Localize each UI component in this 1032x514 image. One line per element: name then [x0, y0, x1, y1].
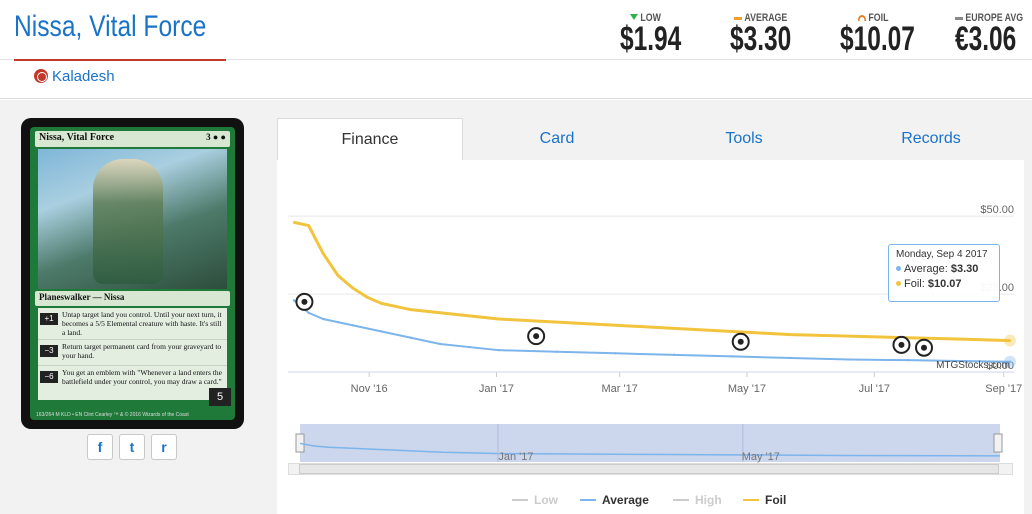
- set-name: Kaladesh: [52, 68, 115, 85]
- dash-icon: [734, 16, 742, 20]
- loyalty-cost: +1: [40, 313, 58, 325]
- card-image[interactable]: Nissa, Vital Force 3 ● ● Planeswalker — …: [21, 118, 244, 429]
- legend-swatch: [743, 499, 759, 501]
- page-title: Nissa, Vital Force: [14, 10, 207, 43]
- legend-swatch: [580, 499, 596, 501]
- twitter-icon: t: [129, 439, 135, 455]
- price-low-value: $1.94: [620, 20, 682, 58]
- navigator-scroll-thumb[interactable]: [299, 464, 999, 474]
- tooltip-foil-row: Foil: $10.07: [896, 278, 992, 290]
- navigator-scrollbar[interactable]: [288, 463, 1013, 475]
- reddit-share-button[interactable]: r: [151, 434, 177, 460]
- tab-bar: Finance Card Tools Records: [277, 118, 1024, 160]
- set-bar: Kaladesh: [0, 61, 1032, 99]
- tooltip-date: Monday, Sep 4 2017: [896, 249, 988, 260]
- legend-swatch: [673, 499, 689, 501]
- legend-low[interactable]: Low: [512, 493, 558, 507]
- finance-panel: [277, 160, 1024, 514]
- tooltip-average-row: Average: $3.30: [896, 263, 992, 275]
- price-average-value: $3.30: [730, 20, 792, 58]
- mana-cost: 3 ● ●: [206, 132, 226, 142]
- card-text-box: +1 Untap target land you control. Until …: [38, 308, 227, 400]
- card-ability: −3 Return target permanent card from you…: [38, 340, 227, 366]
- loyalty-cost: −3: [40, 345, 58, 357]
- card-name-bar: Nissa, Vital Force 3 ● ●: [35, 131, 230, 147]
- main-content: Nissa, Vital Force 3 ● ● Planeswalker — …: [0, 100, 1032, 514]
- card-type-line: Planeswalker — Nissa: [35, 291, 230, 306]
- card-frame: Nissa, Vital Force 3 ● ● Planeswalker — …: [30, 127, 235, 420]
- page-header: Nissa, Vital Force LOW $1.94 AVERAGE $3.…: [0, 0, 1032, 61]
- average-dot: [896, 266, 901, 271]
- tab-tools[interactable]: Tools: [725, 130, 763, 147]
- triangle-down-icon: [630, 14, 638, 20]
- card-footer: 163/264 M KLD • EN Clint Cearley ™ & © 2…: [36, 412, 189, 418]
- reddit-icon: r: [161, 439, 167, 455]
- facebook-share-button[interactable]: f: [87, 434, 113, 460]
- kaladesh-set-icon: [34, 69, 48, 83]
- card-ability: −6 You get an emblem with "Whenever a la…: [38, 366, 227, 392]
- dash-icon: [955, 16, 963, 20]
- legend-swatch: [512, 499, 528, 501]
- price-foil-value: $10.07: [840, 20, 915, 58]
- legend-average[interactable]: Average: [580, 493, 649, 507]
- price-low: LOW $1.94: [620, 10, 715, 58]
- tab-finance[interactable]: Finance: [277, 118, 463, 160]
- price-europe: EUROPE AVG €3.06: [955, 10, 1030, 58]
- loyalty-cost: −6: [40, 371, 58, 383]
- tab-records[interactable]: Records: [901, 130, 961, 147]
- twitter-share-button[interactable]: t: [119, 434, 145, 460]
- arc-icon: [858, 15, 866, 21]
- foil-dot: [896, 281, 901, 286]
- price-europe-label: EUROPE AVG: [955, 12, 1023, 24]
- facebook-icon: f: [97, 439, 103, 455]
- card-ability: +1 Untap target land you control. Until …: [38, 308, 227, 340]
- ability-text: Return target permanent card from your g…: [62, 342, 222, 360]
- price-foil: FOIL $10.07: [840, 10, 935, 58]
- title-underline: [14, 59, 226, 61]
- price-average: AVERAGE $3.30: [730, 10, 825, 58]
- legend-high[interactable]: High: [673, 493, 722, 507]
- card-name: Nissa, Vital Force: [39, 132, 115, 143]
- tab-card[interactable]: Card: [539, 130, 575, 147]
- starting-loyalty: 5: [209, 388, 231, 406]
- chart-tooltip: Monday, Sep 4 2017 Average: $3.30 Foil: …: [888, 244, 1000, 302]
- ability-text: Untap target land you control. Until you…: [62, 310, 222, 337]
- card-art-figure: [93, 159, 163, 284]
- price-low-label: LOW: [630, 12, 661, 24]
- price-average-label: AVERAGE: [734, 12, 787, 24]
- price-europe-value: €3.06: [955, 20, 1017, 58]
- ability-text: You get an emblem with "Whenever a land …: [62, 368, 222, 386]
- set-link[interactable]: Kaladesh: [34, 68, 115, 85]
- price-foil-label: FOIL: [858, 12, 888, 24]
- card-art: [38, 149, 227, 289]
- legend-foil[interactable]: Foil: [743, 493, 786, 507]
